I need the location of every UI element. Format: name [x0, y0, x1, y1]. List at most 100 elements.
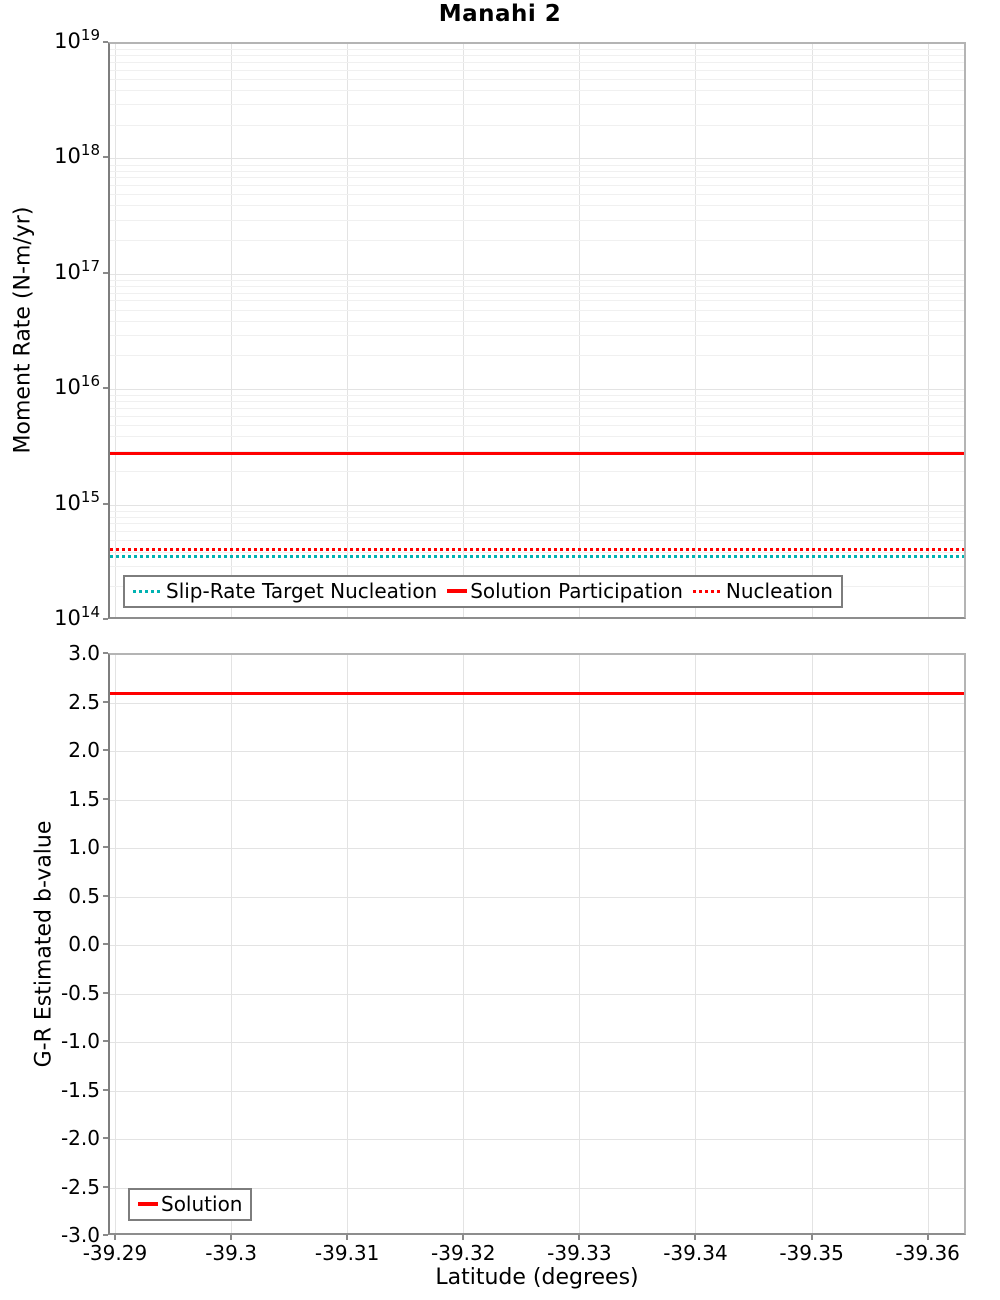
latitude-tick-label: -39.35: [779, 1241, 844, 1265]
legend-swatch-dotted: [692, 589, 723, 593]
y-gridline-minor: [110, 309, 964, 311]
y-gridline-minor: [110, 170, 964, 172]
y-tick-mark: [103, 502, 108, 505]
x-gridline: [695, 44, 697, 617]
y-gridline-major: [110, 702, 964, 704]
moment-rate-tick-label: 1017: [54, 256, 100, 284]
y-gridline-minor: [110, 551, 964, 553]
x-tick-mark: [810, 1235, 813, 1240]
y-gridline-minor: [110, 280, 964, 282]
x-tick-mark: [230, 1235, 233, 1240]
y-gridline-minor: [110, 124, 964, 126]
moment-rate-tick-label: 1014: [54, 603, 100, 631]
x-tick-mark: [578, 1235, 581, 1240]
y-gridline-minor: [110, 292, 964, 294]
y-tick-mark: [103, 991, 108, 994]
x-gridline: [347, 655, 349, 1233]
y-tick-mark: [103, 1088, 108, 1091]
latitude-tick-label: -39.32: [431, 1241, 496, 1265]
y-gridline-minor: [110, 300, 964, 302]
x-gridline: [927, 44, 929, 617]
y-gridline-minor: [110, 395, 964, 397]
moment-rate-tick-label: 1016: [54, 372, 100, 400]
y-gridline-minor: [110, 335, 964, 337]
y-gridline-minor: [110, 177, 964, 179]
b-value-legend: Solution: [128, 1188, 253, 1221]
y-tick-mark: [103, 1185, 108, 1188]
moment-rate-legend: Slip-Rate Target Nucleation Solution Part…: [123, 575, 843, 608]
y-gridline-minor: [110, 540, 964, 542]
b-value-tick-label: -0.5: [60, 980, 100, 1005]
legend-label: Slip-Rate Target Nucleation: [166, 579, 438, 603]
x-gridline: [811, 655, 813, 1233]
y-gridline-major: [110, 1139, 964, 1140]
x-tick-mark: [926, 1235, 929, 1240]
legend-swatch-solid: [447, 589, 468, 593]
y-gridline-minor: [110, 205, 964, 207]
b-value-tick-label: 3.0: [68, 641, 100, 665]
y-gridline-major: [110, 1187, 964, 1189]
legend-item: Solution: [138, 1192, 242, 1216]
b-value-tick-label: -1.0: [60, 1029, 100, 1053]
y-gridline-minor: [110, 565, 964, 567]
b-value-tick-label: 0.0: [68, 932, 100, 956]
moment-rate-tick-label: 1018: [54, 141, 100, 169]
legend-label: Solution Participation: [470, 579, 683, 603]
latitude-tick-label: -39.31: [314, 1241, 380, 1265]
b-value-plot-area: [108, 653, 966, 1235]
y-gridline-minor: [110, 194, 964, 196]
legend-label: Solution: [161, 1192, 243, 1216]
y-gridline-minor: [110, 78, 964, 80]
x-gridline: [463, 655, 465, 1233]
series-line-solution: [110, 692, 964, 696]
chart-title: Manahi 2: [438, 1, 562, 27]
x-gridline: [231, 655, 233, 1233]
b-value-tick-label: 2.5: [68, 689, 100, 714]
y-gridline-minor: [110, 285, 964, 287]
legend-item: Solution Participation: [447, 579, 683, 603]
y-gridline-major: [110, 751, 964, 752]
y-gridline-minor: [110, 219, 964, 221]
b-value-tick-label: 0.5: [68, 883, 100, 908]
y-gridline-minor: [110, 69, 964, 71]
moment-rate-y-axis-label: Moment Rate (N-m/yr): [10, 206, 36, 454]
x-gridline: [927, 655, 929, 1233]
y-tick-mark: [103, 387, 108, 390]
moment-rate-tick-label: 1019: [54, 26, 100, 54]
y-gridline-major: [110, 799, 964, 801]
y-gridline-major: [110, 945, 964, 946]
y-tick-mark: [103, 41, 108, 43]
y-gridline-minor: [110, 185, 964, 186]
latitude-tick-label: -39.36: [895, 1241, 960, 1265]
b-value-tick-label: -3.0: [60, 1223, 100, 1247]
x-axis-label: Latitude (degrees): [435, 1265, 639, 1290]
legend-label: Nucleation: [725, 579, 833, 603]
x-gridline: [114, 44, 116, 617]
b-value-tick-label: 1.5: [68, 786, 100, 811]
latitude-tick-label: -39.33: [547, 1241, 612, 1265]
y-gridline-minor: [110, 531, 964, 533]
legend-swatch-solid: [138, 1202, 158, 1206]
b-value-tick-label: 2.0: [68, 738, 100, 762]
y-gridline-minor: [110, 450, 964, 452]
series-line-slip-rate-target-nucleation: [110, 555, 964, 559]
y-tick-mark: [103, 1234, 108, 1236]
y-tick-mark: [103, 1137, 108, 1139]
y-gridline-minor: [110, 61, 964, 63]
y-gridline-minor: [110, 320, 964, 322]
b-value-tick-label: -2.5: [60, 1174, 100, 1199]
y-gridline-minor: [110, 516, 964, 518]
y-gridline-minor: [110, 164, 964, 166]
y-gridline-major: [110, 389, 964, 391]
x-gridline: [463, 44, 465, 617]
moment-rate-plot-area: [108, 42, 966, 619]
latitude-tick-label: -39.29: [82, 1241, 148, 1265]
x-gridline: [579, 44, 581, 617]
y-gridline-minor: [110, 523, 964, 525]
y-gridline-major: [110, 1090, 964, 1092]
legend-item: Nucleation: [692, 579, 833, 603]
x-tick-mark: [462, 1235, 465, 1240]
y-gridline-minor: [110, 408, 964, 410]
latitude-tick-label: -39.34: [663, 1241, 728, 1265]
